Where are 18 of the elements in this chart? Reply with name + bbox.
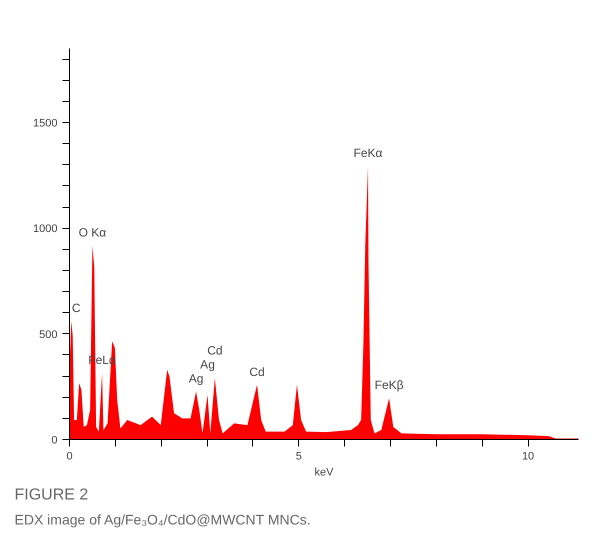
annotation: C xyxy=(72,301,81,316)
y-tick-label: 500 xyxy=(39,328,58,341)
x-axis-title: keV xyxy=(314,466,334,478)
y-tick-label: 1000 xyxy=(33,223,58,236)
caption: FIGURE 2 xyxy=(14,486,88,504)
x-tick-label: 5 xyxy=(296,450,302,462)
annotation: Cd xyxy=(207,344,223,358)
text: EDX image of Ag/Fe₃O₄/CdO@MWCNT MNCs. xyxy=(14,512,311,528)
annotation: FeKβ xyxy=(374,378,404,392)
annotation: Ag xyxy=(200,358,215,372)
x-tick-label: 0 xyxy=(66,450,73,462)
y-tick-label: 0 xyxy=(51,434,58,446)
annotation: O Kα xyxy=(78,226,106,240)
y-tick-label: 1500 xyxy=(33,117,58,130)
annotation: Cd xyxy=(249,364,265,379)
annotation: Ag xyxy=(188,372,204,386)
x-tick-label: 10 xyxy=(522,450,534,462)
annotation: FeKα xyxy=(354,146,383,160)
